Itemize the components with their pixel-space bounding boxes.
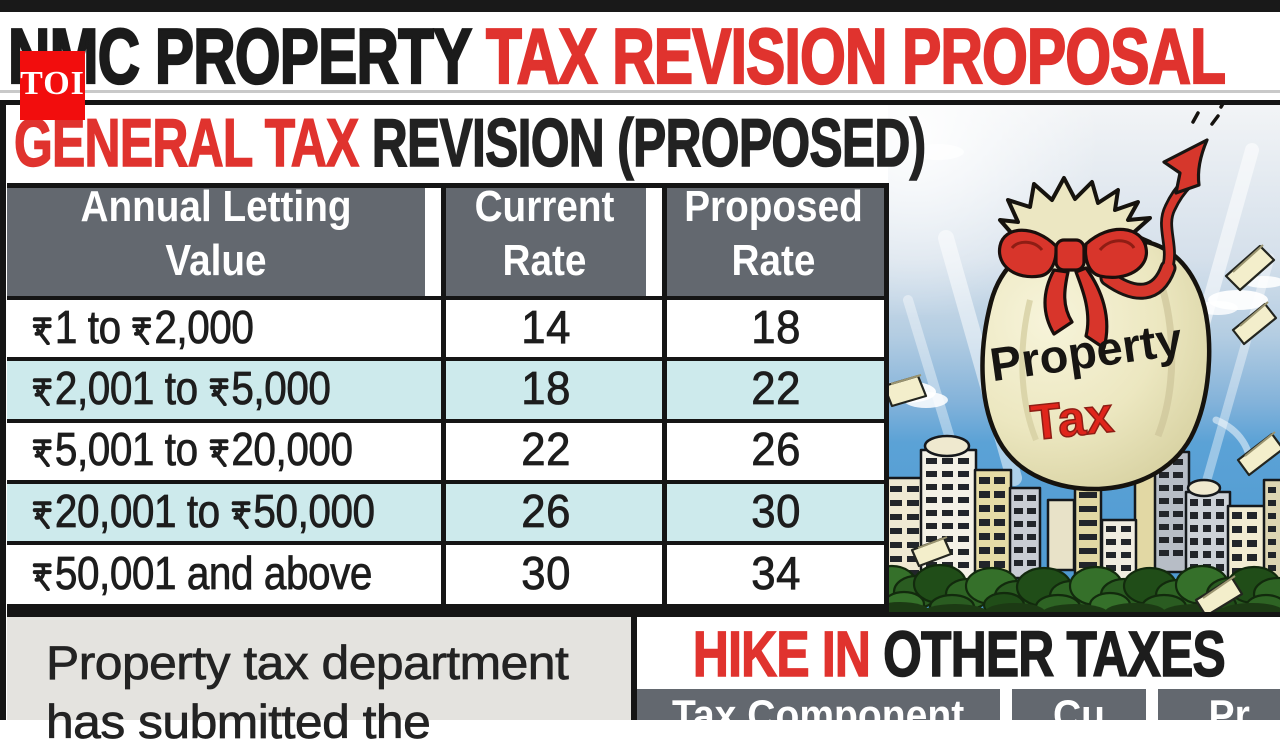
svg-text:Tax: Tax bbox=[1028, 387, 1116, 451]
